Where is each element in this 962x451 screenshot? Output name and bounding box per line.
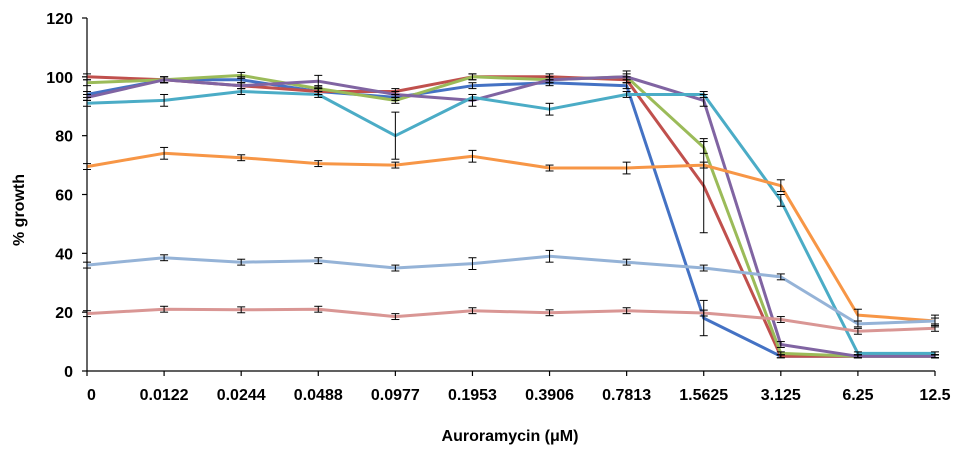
x-tick-label: 12.5: [919, 387, 950, 404]
series-line-8: [86, 307, 936, 333]
x-tick-label: 0.0244: [217, 387, 266, 404]
y-tick-label: 20: [55, 305, 73, 322]
plot-area: 0 20 40 60 80 100 120 0 0.0122 0.0244 0.0488 0.0977…: [46, 11, 950, 404]
x-tick-label: 0.0977: [371, 387, 420, 404]
y-tick-label: 120: [46, 11, 73, 28]
series-line-6: [86, 151, 936, 323]
x-tick-label: 1.5625: [679, 387, 728, 404]
x-axis-title: Auroramycin (μM): [442, 428, 579, 445]
x-tick-label: 0: [87, 387, 96, 404]
x-tick-label: 0.1953: [448, 387, 497, 404]
series-line-1: [86, 78, 935, 358]
x-tick-label: 0.7813: [602, 387, 651, 404]
y-tick-label: 60: [55, 188, 73, 205]
y-tick-label: 80: [55, 129, 73, 146]
series-line-5: [86, 90, 935, 355]
y-tick-label: 0: [64, 364, 73, 381]
x-tick-label: 0.0488: [294, 387, 343, 404]
y-tick-label: 100: [46, 70, 73, 87]
x-tick-label: 0.3906: [525, 387, 574, 404]
x-tick-label: 6.25: [842, 387, 873, 404]
y-axis-title: % growth: [11, 174, 28, 246]
series-line-4: [86, 75, 935, 358]
series-line-2: [86, 75, 935, 358]
y-tick-label: 40: [55, 246, 73, 263]
x-tick-label: 0.0122: [140, 387, 189, 404]
series-line-3: [86, 73, 935, 358]
x-tick-label: 3.125: [761, 387, 801, 404]
series-line-7: [86, 254, 936, 326]
